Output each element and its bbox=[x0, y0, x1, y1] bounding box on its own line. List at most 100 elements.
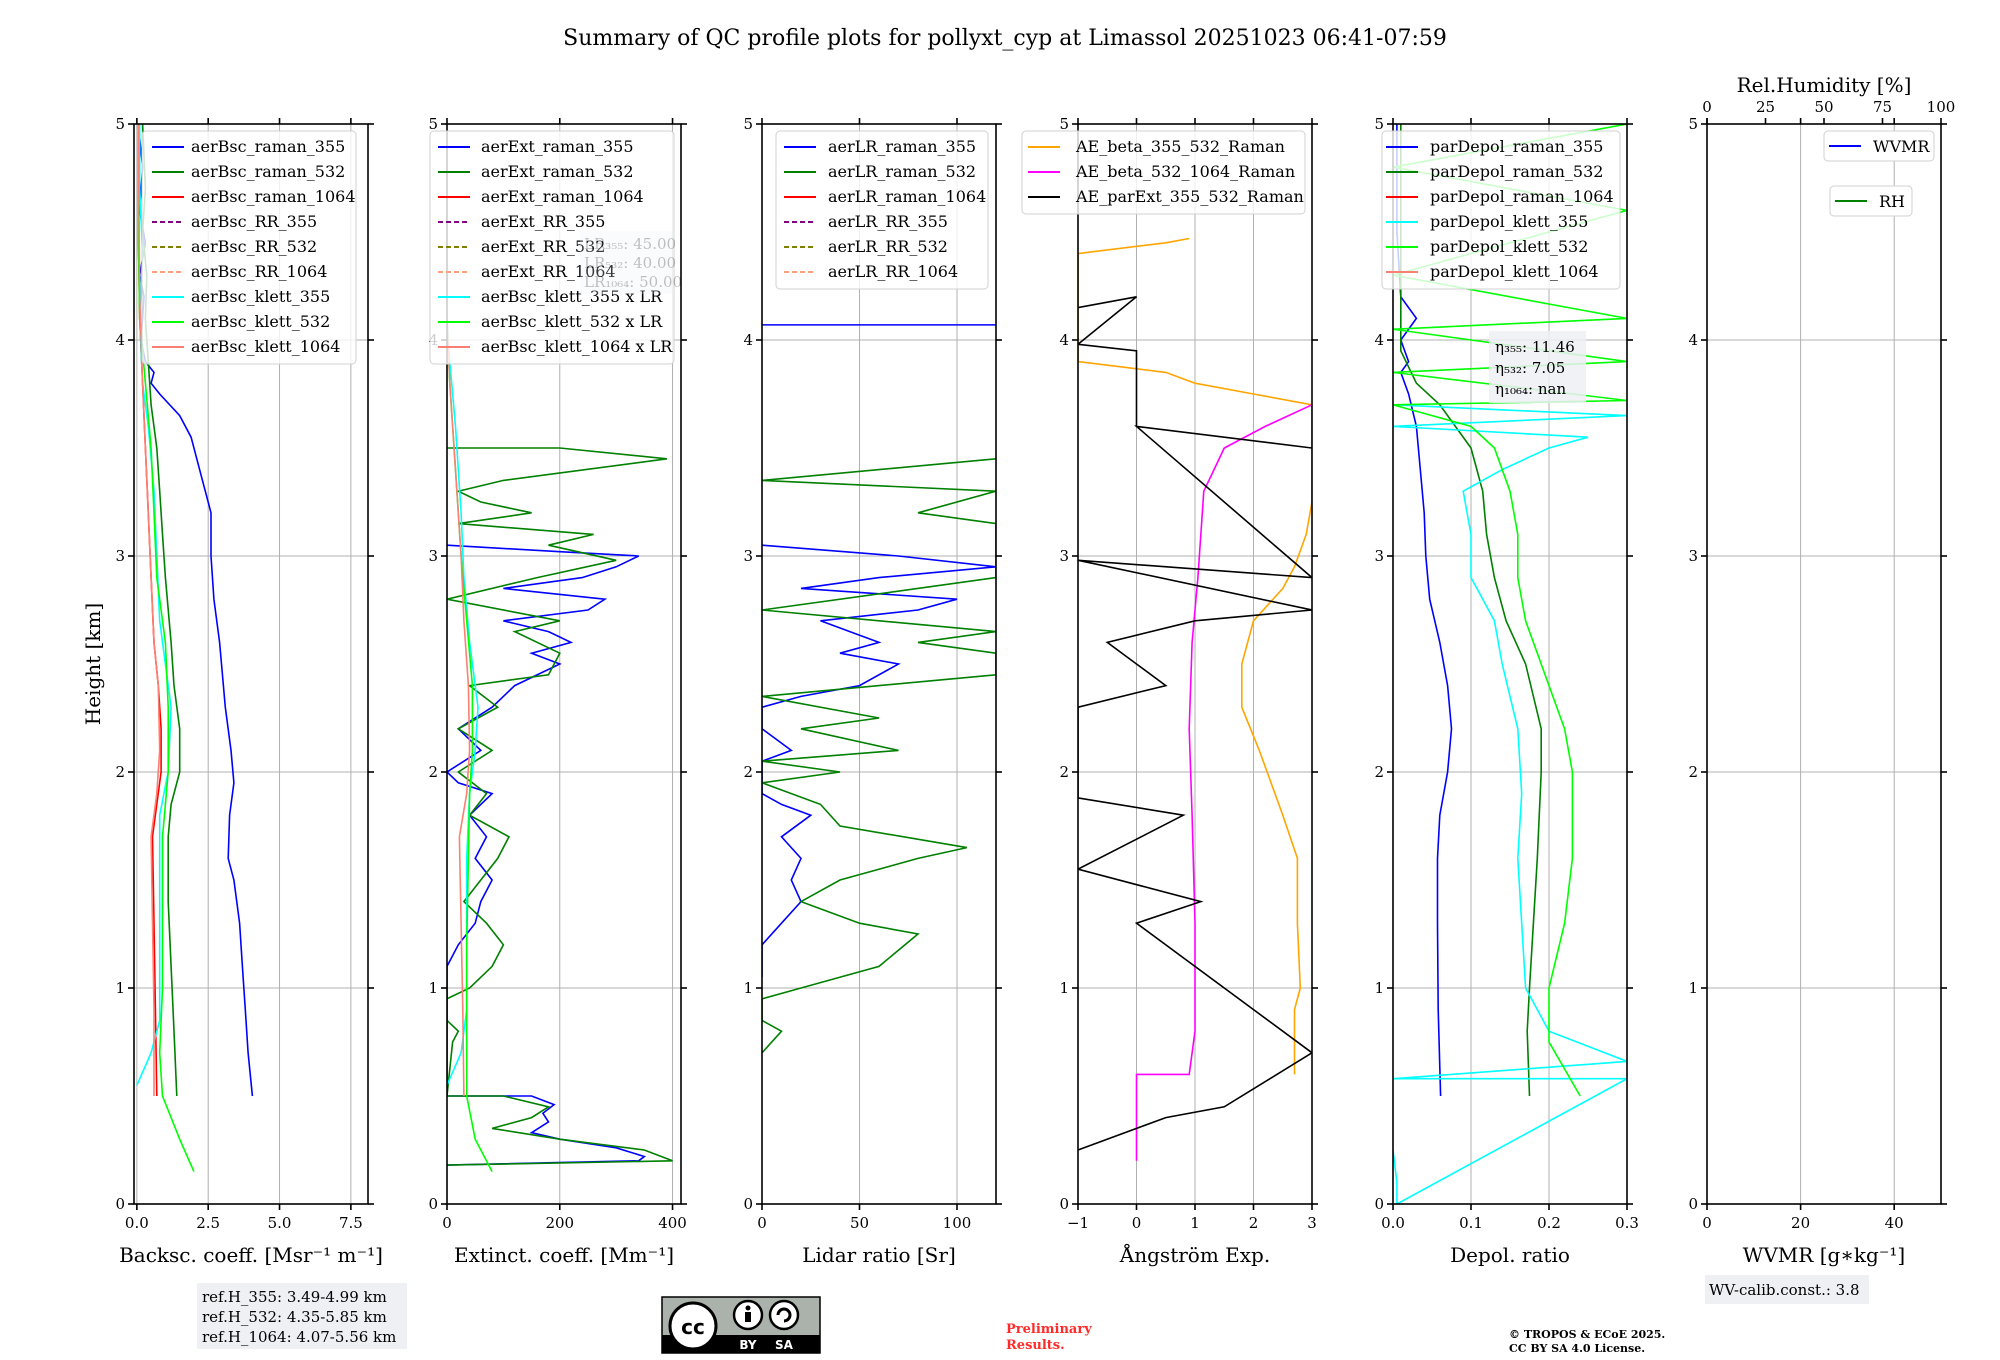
wv-calib-box: WV-calib.const.: 3.8 bbox=[1705, 1275, 1869, 1304]
legend-extinction: aerExt_raman_355 aerExt_raman_532 aerExt_r… bbox=[429, 130, 675, 365]
legend-lidar_ratio: aerLR_raman_355 aerLR_raman_532 aerLR_rama… bbox=[775, 130, 989, 290]
y-tick-label: 5 bbox=[115, 115, 125, 133]
y-tick-label: 1 bbox=[743, 979, 753, 997]
x-tick-label: 3 bbox=[1307, 1214, 1317, 1232]
series-line-aerlr-raman-355 bbox=[762, 544, 996, 978]
legend-label: aerBsc_RR_355 bbox=[191, 212, 317, 231]
y-tick-label: 5 bbox=[1059, 115, 1069, 133]
legend-label: parDepol_klett_1064 bbox=[1430, 262, 1599, 281]
legend-label: AE_beta_532_1064_Raman bbox=[1075, 162, 1295, 181]
y-tick-label: 1 bbox=[1688, 979, 1698, 997]
ref-height-532: ref.H_532: 4.35-5.85 km bbox=[202, 1308, 387, 1326]
x-tick-label: 400 bbox=[658, 1214, 687, 1232]
y-axis-label: Height [km] bbox=[81, 603, 105, 725]
legend-label: aerBsc_klett_355 bbox=[191, 287, 330, 306]
legend-label: RH bbox=[1879, 192, 1905, 211]
lidar-ratio-value: LR₃₅₅: 45.00 bbox=[584, 235, 676, 253]
axes-frame bbox=[1392, 123, 1628, 1205]
y-tick-label: 4 bbox=[1059, 331, 1069, 349]
series-line-ae-beta-355-532-raman bbox=[1078, 237, 1312, 1075]
x-tick-label: 40 bbox=[1885, 1214, 1904, 1232]
y-tick-label: 5 bbox=[743, 115, 753, 133]
x-tick-label: 1 bbox=[1190, 1214, 1200, 1232]
y-tick-label: 2 bbox=[1688, 763, 1698, 781]
x-tick-label: 5.0 bbox=[268, 1214, 292, 1232]
wv-calib-label: WV-calib.const.: 3.8 bbox=[1709, 1281, 1860, 1299]
x-tick-label: 0.0 bbox=[1381, 1214, 1405, 1232]
y-tick-label: 4 bbox=[1688, 331, 1698, 349]
y-tick-label: 3 bbox=[1059, 547, 1069, 565]
eta-value: η₃₅₅: 11.46 bbox=[1495, 338, 1575, 356]
eta-value: η₅₃₂: 7.05 bbox=[1495, 359, 1565, 377]
copyright-line1: © TROPOS & ECoE 2025. bbox=[1509, 1328, 1665, 1341]
legend-box bbox=[1381, 130, 1621, 290]
top-tick-label: 100 bbox=[1927, 98, 1956, 116]
y-tick-label: 3 bbox=[115, 547, 125, 565]
ref-height-box-bg bbox=[197, 1283, 407, 1349]
legend-label: aerExt_raman_532 bbox=[481, 162, 634, 181]
series-line-ae-beta-532-1064-raman bbox=[1135, 404, 1312, 1161]
y-tick-label: 2 bbox=[1374, 763, 1384, 781]
legend-box bbox=[1829, 185, 1913, 217]
series-line-aerext-raman-532 bbox=[447, 447, 673, 1166]
series-line-aerbsc-klett-1064-x-lr bbox=[447, 318, 471, 1097]
axes-frame bbox=[133, 123, 369, 1205]
series-group bbox=[1393, 124, 1627, 1204]
y-tick-label: 1 bbox=[428, 979, 438, 997]
top-tick-label: 50 bbox=[1814, 98, 1833, 116]
legend-backscatter: aerBsc_raman_355 aerBsc_raman_532 aerBsc_r… bbox=[141, 130, 357, 365]
legend-label: aerLR_raman_532 bbox=[828, 162, 976, 181]
y-tick-label: 1 bbox=[1059, 979, 1069, 997]
legend-angstrom: AE_beta_355_532_Raman AE_beta_532_1064_Ra… bbox=[1021, 130, 1306, 215]
eta-box-bg bbox=[1489, 331, 1586, 403]
legend-depolarization: parDepol_raman_355 parDepol_raman_532 parD… bbox=[1381, 130, 1621, 290]
legend-box bbox=[1823, 130, 1935, 162]
x-tick-label: 0 bbox=[442, 1214, 452, 1232]
y-tick-label: 2 bbox=[1059, 763, 1069, 781]
series-line-pardepol-klett-532 bbox=[1393, 124, 1627, 1097]
legend-label: aerExt_RR_532 bbox=[481, 237, 605, 256]
x-axis-label: Backsc. coeff. [Msr⁻¹ m⁻¹] bbox=[119, 1243, 383, 1267]
lidar-ratio-value: LR₅₃₂: 40.00 bbox=[584, 254, 676, 272]
legend-label: aerBsc_klett_1064 x LR bbox=[481, 337, 673, 356]
y-tick-label: 2 bbox=[743, 763, 753, 781]
legend-label: aerLR_RR_1064 bbox=[828, 262, 958, 281]
legend-box bbox=[429, 130, 675, 365]
lidar-ratio-box-bg bbox=[580, 231, 675, 294]
legend-label: parDepol_raman_355 bbox=[1430, 137, 1603, 156]
legend-water-vapor: WVMR RH bbox=[1823, 130, 1935, 217]
top-tick-label: 25 bbox=[1756, 98, 1775, 116]
series-line-pardepol-klett-355 bbox=[1393, 404, 1627, 1204]
y-tick-label: 0 bbox=[1059, 1195, 1069, 1213]
preliminary-label-line1: Preliminary bbox=[1006, 1322, 1092, 1337]
y-tick-label: 5 bbox=[1688, 115, 1698, 133]
legend-label: aerBsc_raman_1064 bbox=[191, 187, 356, 206]
series-line-aerbsc-klett-1064 bbox=[137, 124, 161, 1096]
series-group bbox=[762, 458, 996, 1054]
legend-label: aerBsc_klett_1064 bbox=[191, 337, 340, 356]
legend-label: aerBsc_klett_355 x LR bbox=[481, 287, 663, 306]
badge-sa-label: SA bbox=[775, 1338, 794, 1352]
y-tick-label: 0 bbox=[743, 1195, 753, 1213]
x-tick-label: 100 bbox=[943, 1214, 972, 1232]
legend-label: aerExt_raman_355 bbox=[481, 137, 634, 156]
panel-extinction: 0200400012345Extinct. coeff. [Mm⁻¹]aerEx… bbox=[428, 115, 687, 1267]
x-tick-label: 0 bbox=[1132, 1214, 1142, 1232]
x-tick-label: 50 bbox=[850, 1214, 869, 1232]
axes-frame bbox=[1706, 123, 1942, 1205]
series-group bbox=[1078, 237, 1312, 1161]
legend-label: aerLR_RR_532 bbox=[828, 237, 948, 256]
y-tick-label: 5 bbox=[1374, 115, 1384, 133]
y-tick-label: 3 bbox=[1688, 547, 1698, 565]
preliminary-label-line2: Results. bbox=[1006, 1338, 1065, 1353]
ref-height-1064: ref.H_1064: 4.07-5.56 km bbox=[202, 1328, 396, 1346]
legend-label: aerExt_raman_1064 bbox=[481, 187, 644, 206]
legend-label: aerLR_raman_355 bbox=[828, 137, 976, 156]
series-group bbox=[447, 318, 673, 1172]
legend-label: aerExt_RR_1064 bbox=[481, 262, 616, 281]
badge-by-label: BY bbox=[739, 1338, 756, 1352]
legend-label: aerBsc_klett_532 x LR bbox=[481, 312, 663, 331]
